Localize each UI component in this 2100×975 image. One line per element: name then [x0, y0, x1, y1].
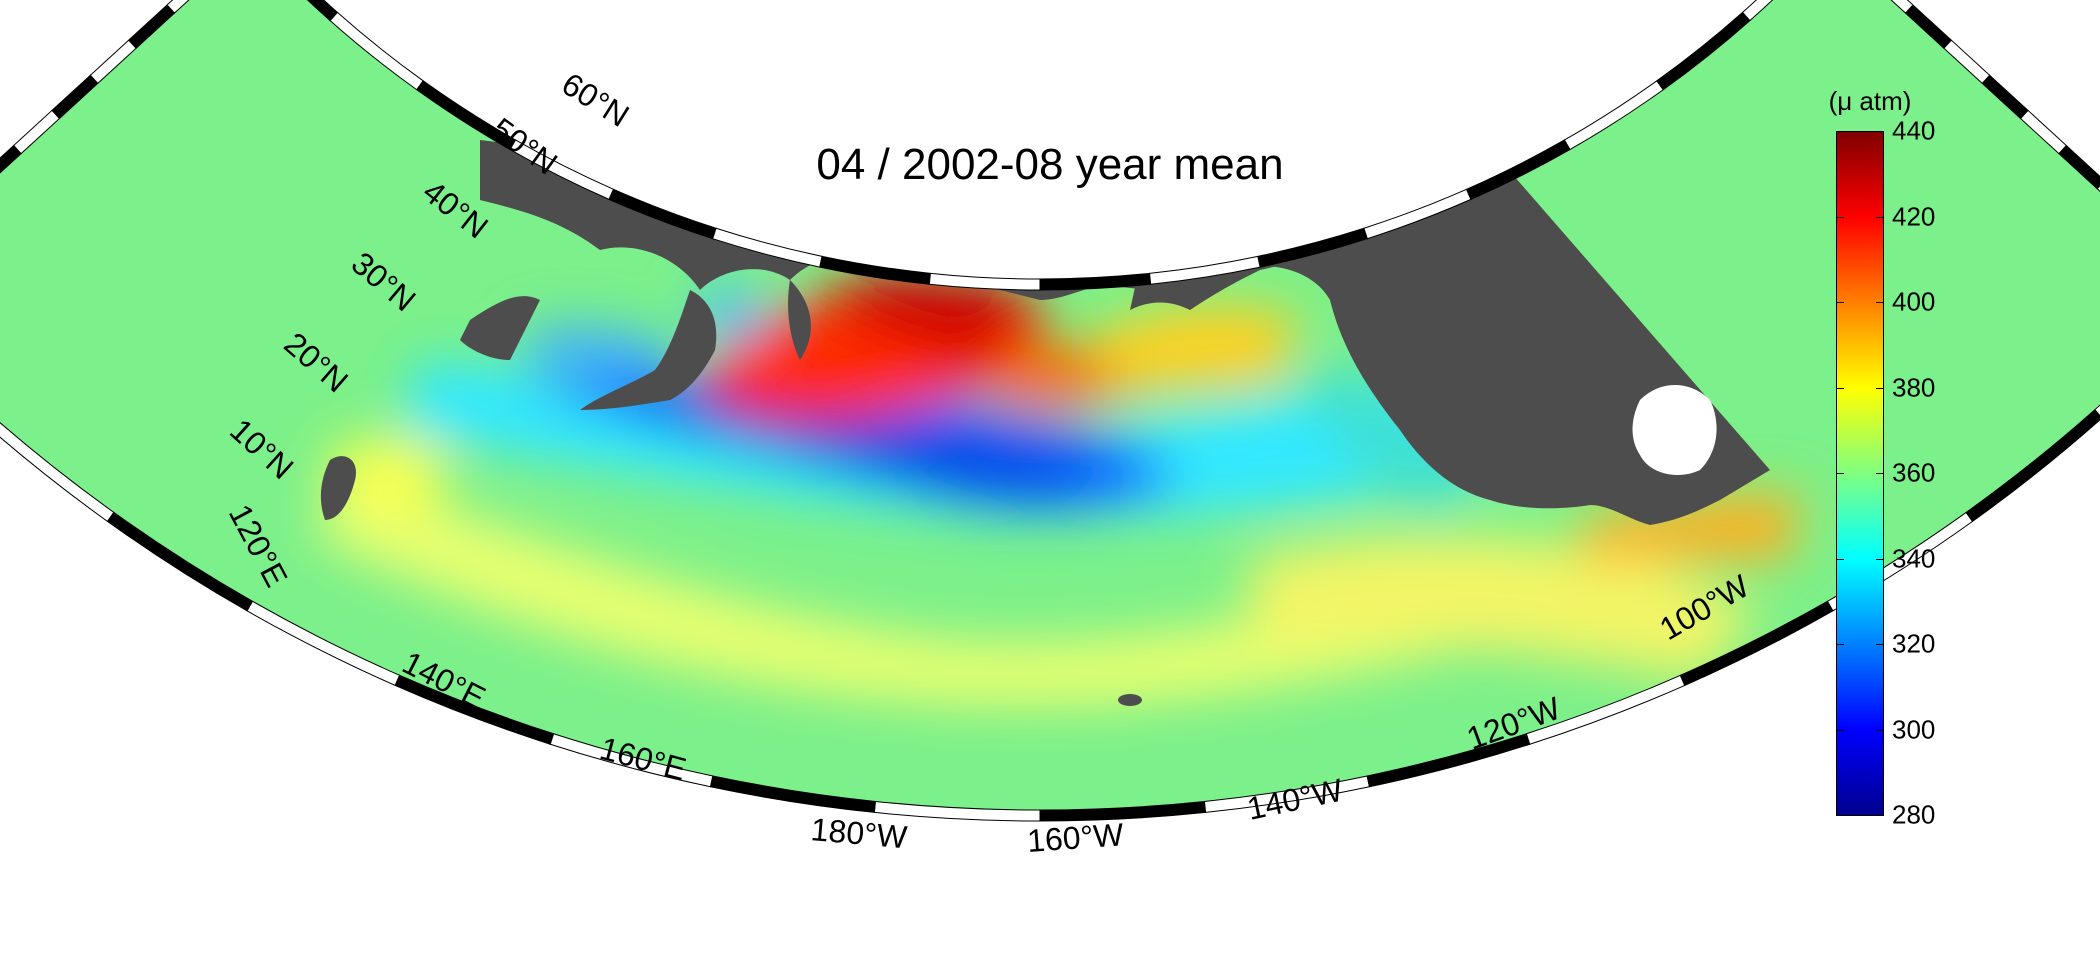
colorbar-tick [1836, 815, 1844, 816]
land-kamchatka [788, 280, 811, 360]
gulf-of-mexico [1632, 385, 1717, 475]
land-japan [580, 290, 717, 410]
colorbar-tick [1876, 302, 1884, 303]
frame-arc-segment [1741, 0, 1774, 22]
colorbar-tick [1876, 387, 1884, 389]
plot-title: 04 / 2002-08 year mean [816, 140, 1284, 189]
land-philippines [320, 456, 356, 520]
colorbar-tick [1836, 131, 1844, 132]
colorbar-tick-label: 440 [1892, 115, 1936, 146]
colorbar-tick-label: 400 [1892, 286, 1936, 317]
land-china [460, 296, 540, 360]
colorbar-tick-label: 320 [1892, 628, 1936, 659]
frame-edge-segment [2096, 185, 2100, 192]
frame-arc-segment [1965, 408, 2100, 523]
colorbar-tick [1836, 729, 1844, 731]
colorbar-tick [1836, 644, 1844, 645]
colorbar-tick [1876, 558, 1884, 560]
colorbar-tick-label: 380 [1892, 372, 1936, 402]
colorbar-tick [1876, 131, 1884, 132]
frame-edge-segment [0, 144, 22, 174]
colorbar-tick [1836, 387, 1844, 389]
colorbar-tick-label: 340 [1892, 543, 1936, 573]
frame-arc-segment [2094, 404, 2100, 417]
colorbar-tick-label: 280 [1892, 799, 1936, 830]
colorbar-tick [1876, 729, 1884, 731]
land-hawaii [1118, 694, 1142, 706]
colorbar-tick [1836, 558, 1844, 560]
colorbar-tick [1836, 216, 1844, 218]
lat-label-60: 60°N [556, 66, 636, 134]
colorbar-tick-label: 360 [1892, 457, 1936, 488]
colorbar-unit-label: (μ atm) [1828, 86, 1912, 116]
lon-label-180w: 180°W [809, 811, 909, 855]
colorbar-tick [1876, 644, 1884, 645]
land-north-america [1220, 150, 1770, 525]
colorbar-tick-label: 420 [1892, 201, 1936, 231]
frame-edge-segment [2058, 144, 2100, 190]
colorbar-tick [1876, 216, 1884, 218]
map-frame [0, 0, 2100, 822]
colorbar-tick [1876, 815, 1884, 816]
colorbar-tick [1876, 473, 1884, 474]
colorbar-tick [1836, 473, 1844, 474]
colorbar-tick [1836, 302, 1844, 303]
colorbar-tick-label: 300 [1892, 714, 1936, 744]
lon-label-160w: 160°W [1026, 816, 1125, 859]
